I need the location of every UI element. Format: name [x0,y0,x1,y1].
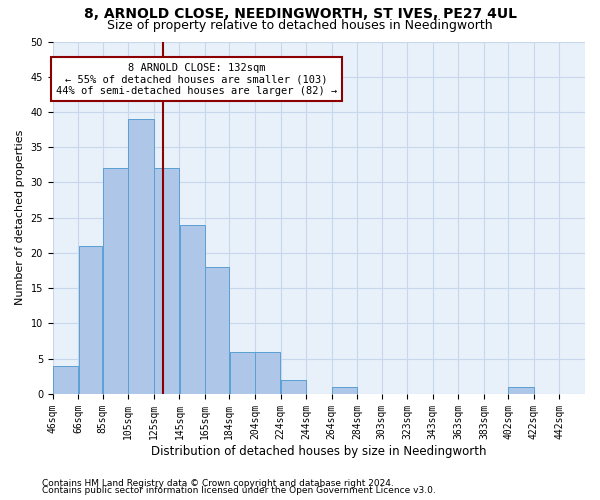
Text: Size of property relative to detached houses in Needingworth: Size of property relative to detached ho… [107,19,493,32]
Bar [154,168,179,394]
Bar [332,387,357,394]
Bar [179,225,205,394]
Text: 8 ARNOLD CLOSE: 132sqm
← 55% of detached houses are smaller (103)
44% of semi-de: 8 ARNOLD CLOSE: 132sqm ← 55% of detached… [56,62,337,96]
Bar [508,387,533,394]
Y-axis label: Number of detached properties: Number of detached properties [15,130,25,306]
X-axis label: Distribution of detached houses by size in Needingworth: Distribution of detached houses by size … [151,444,487,458]
Bar [128,119,154,394]
Bar [79,246,103,394]
Bar [255,352,280,394]
Bar [103,168,128,394]
Bar [230,352,255,394]
Text: Contains HM Land Registry data © Crown copyright and database right 2024.: Contains HM Land Registry data © Crown c… [42,478,394,488]
Text: 8, ARNOLD CLOSE, NEEDINGWORTH, ST IVES, PE27 4UL: 8, ARNOLD CLOSE, NEEDINGWORTH, ST IVES, … [83,8,517,22]
Bar [281,380,306,394]
Bar [205,267,229,394]
Bar [53,366,78,394]
Text: Contains public sector information licensed under the Open Government Licence v3: Contains public sector information licen… [42,486,436,495]
